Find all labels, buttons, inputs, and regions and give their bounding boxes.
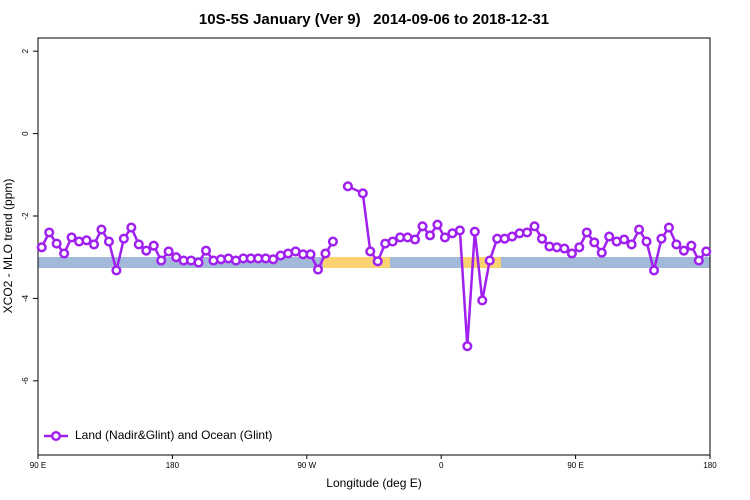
x-axis-label: Longitude (deg E) [326,476,421,490]
data-point [410,234,421,245]
data-point [81,235,92,246]
land-strip [323,257,390,268]
data-point [619,234,630,245]
data-point [656,233,667,244]
y-tick-label: 2 [21,48,30,53]
data-point [51,238,62,249]
data-point [372,256,383,267]
data-point [268,254,279,265]
x-tick-label: 180 [166,461,180,470]
data-point [357,188,368,199]
data-point [193,257,204,268]
data-point [626,239,637,250]
data-point [44,227,55,238]
data-point [484,255,495,266]
data-point [133,239,144,250]
data-point [387,236,398,247]
data-point [469,226,480,237]
data-point [529,221,540,232]
data-point [417,221,428,232]
x-tick-label: 90 E [30,461,46,470]
data-point [559,243,570,254]
data-point [200,245,212,256]
data-point [141,245,152,256]
data-point [454,225,465,236]
data-point [305,249,316,260]
data-point [671,239,682,250]
data-point [156,255,167,266]
data-point [327,236,338,247]
data-point [342,181,353,192]
data-point [701,246,712,257]
data-point [163,246,174,257]
data-point [678,245,689,256]
x-tick-label: 90 W [297,461,316,470]
y-tick-label: -6 [21,377,30,385]
data-point [641,236,652,247]
data-point [581,227,592,238]
data-point [148,240,159,251]
data-point [522,227,533,238]
data-point [88,239,100,250]
land-strip [463,257,501,268]
data-point [566,248,577,259]
chart-title: 10S-5S January (Ver 9) 2014-09-06 to 201… [199,11,549,28]
data-point [604,231,615,242]
x-tick-label: 180 [703,461,717,470]
data-point [432,219,443,230]
data-point [66,232,77,243]
y-axis-label: XCO2 - MLO trend (ppm) [1,179,15,314]
legend-marker [50,430,62,442]
data-point [118,233,129,244]
data-point [59,248,70,259]
data-point [312,264,324,275]
data-point [596,247,607,258]
y-tick-label: -2 [21,212,30,220]
data-point [663,222,674,233]
data-point [648,265,660,276]
y-tick-label: -4 [21,294,30,302]
data-point [96,224,107,235]
data-point [574,242,585,253]
data-point [424,230,436,241]
legend-label: Land (Nadir&Glint) and Ocean (Glint) [75,428,272,442]
data-point [36,242,47,253]
data-point [439,232,450,243]
data-point [462,341,473,352]
data-point [686,240,697,251]
data-point [320,248,331,259]
data-point [103,236,114,247]
data-point [111,265,122,276]
data-point [634,224,645,235]
data-point [365,246,376,257]
data-point [536,233,548,244]
x-tick-label: 90 E [567,461,583,470]
x-tick-label: 0 [439,461,444,470]
data-point [126,222,137,233]
data-point [589,237,600,248]
data-point [693,255,704,266]
data-point [477,295,488,306]
y-tick-label: 0 [21,131,30,136]
